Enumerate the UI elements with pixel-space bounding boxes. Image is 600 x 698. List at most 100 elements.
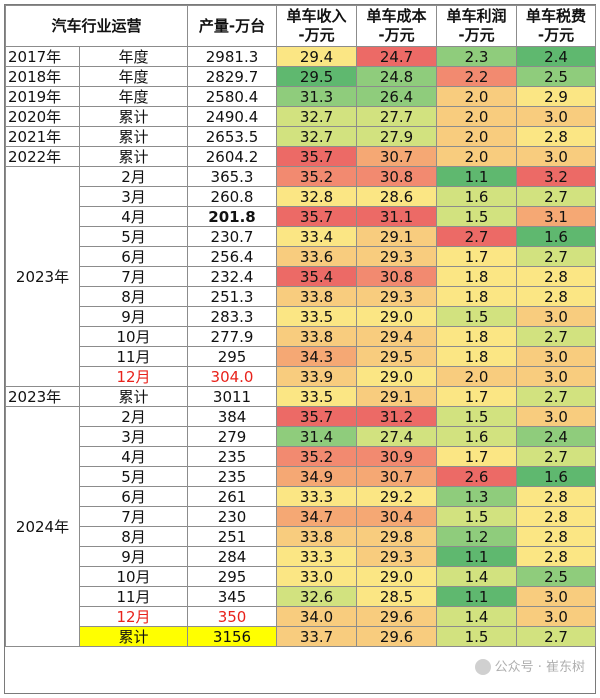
output-cell: 201.8 [187,206,278,227]
header-tax: 单车税费 -万元 [516,5,597,47]
cost-cell: 24.8 [356,66,438,87]
table-row: 2023年 累计 3011 33.5 29.1 1.7 2.7 [5,386,597,407]
cost-cell: 30.9 [356,446,438,467]
income-cell: 33.3 [276,546,358,567]
cost-cell: 29.0 [356,306,438,327]
profit-cell: 2.3 [436,46,518,67]
tax-cell: 2.7 [516,626,597,647]
table-row: 4月 201.8 35.7 31.1 1.5 3.1 [6,206,597,227]
cost-cell: 30.7 [356,146,438,167]
profit-cell: 1.5 [436,506,518,527]
table-row: 11月 345 32.6 28.5 1.1 3.0 [6,586,597,607]
income-cell: 33.0 [276,566,358,587]
output-cell: 2490.4 [187,106,278,127]
table-row: 8月 251.3 33.8 29.3 1.8 2.8 [6,286,597,307]
cost-cell: 29.1 [356,386,438,407]
month-cell: 4月 [78,446,189,467]
income-cell: 33.7 [276,626,358,647]
profit-cell: 1.4 [436,606,518,627]
period-type-cell: 累计 [78,386,189,407]
income-cell: 33.6 [276,246,358,267]
income-cell: 32.7 [276,126,358,147]
tax-cell: 2.9 [516,86,597,107]
output-cell: 279 [187,426,278,447]
profit-cell: 1.1 [436,166,518,187]
tax-cell: 3.0 [516,106,597,127]
month-cell: 2月 [78,406,189,427]
cost-cell: 29.6 [356,606,438,627]
profit-cell: 1.4 [436,566,518,587]
output-cell: 260.8 [187,186,278,207]
output-cell: 251.3 [187,286,278,307]
output-cell: 283.3 [187,306,278,327]
year-cell: 2019年 [5,86,80,107]
table-row: 2020年 累计 2490.4 32.7 27.7 2.0 3.0 [5,106,597,127]
month-cell: 5月 [78,226,189,247]
cost-cell: 29.3 [356,286,438,307]
year-cell: 2018年 [5,66,80,87]
cost-cell: 30.7 [356,466,438,487]
output-cell: 235 [187,446,278,467]
income-cell: 31.4 [276,426,358,447]
cost-cell: 29.5 [356,346,438,367]
table-row: 10月 295 33.0 29.0 1.4 2.5 [6,566,597,587]
income-cell: 32.6 [276,586,358,607]
table-row: 7月 232.4 35.4 30.8 1.8 2.8 [6,266,597,287]
income-cell: 33.5 [276,306,358,327]
table-row: 12月 304.0 33.9 29.0 2.0 3.0 [6,366,597,387]
cost-cell: 28.6 [356,186,438,207]
month-cell: 4月 [78,206,189,227]
profit-cell: 1.8 [436,266,518,287]
table-row: 2021年 累计 2653.5 32.7 27.9 2.0 2.8 [5,126,597,147]
tax-cell: 2.7 [516,186,597,207]
tax-cell: 2.8 [516,486,597,507]
month-cell: 9月 [78,546,189,567]
cost-cell: 30.4 [356,506,438,527]
table-row: 11月 295 34.3 29.5 1.8 3.0 [6,346,597,367]
output-cell: 230.7 [187,226,278,247]
profit-cell: 1.1 [436,586,518,607]
table-row: 5月 230.7 33.4 29.1 2.7 1.6 [6,226,597,247]
table-row: 12月 350 34.0 29.6 1.4 3.0 [6,606,597,627]
table-row: 6月 261 33.3 29.2 1.3 2.8 [6,486,597,507]
profit-cell: 1.6 [436,426,518,447]
tax-cell: 2.4 [516,46,597,67]
month-cell: 9月 [78,306,189,327]
output-cell: 235 [187,466,278,487]
tax-cell: 3.0 [516,586,597,607]
cost-cell: 29.2 [356,486,438,507]
cost-cell: 24.7 [356,46,438,67]
profit-cell: 1.3 [436,486,518,507]
profit-cell: 1.6 [436,186,518,207]
tax-cell: 2.4 [516,426,597,447]
year-cell: 2020年 [5,106,80,127]
income-cell: 32.8 [276,186,358,207]
table-row: 3月 279 31.4 27.4 1.6 2.4 [6,426,597,447]
month-cell: 2月 [78,166,189,187]
tax-cell: 3.0 [516,606,597,627]
output-cell: 350 [187,606,278,627]
tax-cell: 2.8 [516,546,597,567]
auto-industry-table: 汽车行业运营 产量-万台 单车收入 -万元 单车成本 -万元 单车利润 -万元 单车税… [4,5,597,647]
cost-cell: 27.9 [356,126,438,147]
output-cell: 2829.7 [187,66,278,87]
output-cell: 230 [187,506,278,527]
wechat-icon [474,659,491,675]
cost-cell: 26.4 [356,86,438,107]
tax-cell: 2.5 [516,566,597,587]
year-group-cell: 2023年 [5,166,80,387]
income-cell: 33.8 [276,326,358,347]
output-cell: 295 [187,346,278,367]
profit-cell: 2.0 [436,106,518,127]
cost-cell: 29.1 [356,226,438,247]
output-cell: 251 [187,526,278,547]
header-row: 汽车行业运营 产量-万台 单车收入 -万元 单车成本 -万元 单车利润 -万元 单车税… [4,5,597,47]
month-cell: 3月 [78,186,189,207]
cost-cell: 29.0 [356,366,438,387]
output-cell: 2981.3 [187,46,278,67]
table-row: 2017年 年度 2981.3 29.4 24.7 2.3 2.4 [5,46,597,67]
profit-cell: 1.8 [436,286,518,307]
cost-cell: 29.3 [356,546,438,567]
table-row: 4月 235 35.2 30.9 1.7 2.7 [6,446,597,467]
tax-cell: 2.7 [516,386,597,407]
